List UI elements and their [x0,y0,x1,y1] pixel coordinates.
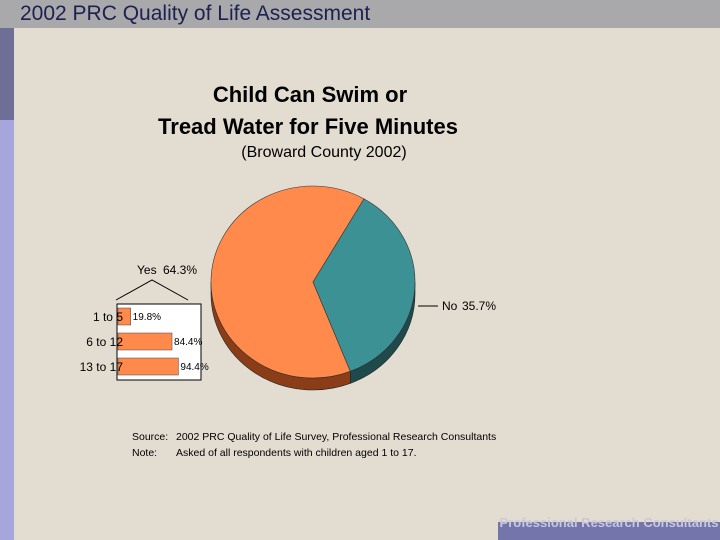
note-label: Note: [132,447,157,459]
bar-category-label: 13 to 17 [80,360,124,374]
yes-slice-label: Yes [137,263,157,277]
yes-bracket [115,279,189,301]
bar-3 [117,357,179,376]
chart-title-line1: Child Can Swim or [213,82,408,107]
bar-value-label: 19.8% [133,312,161,323]
footer-branding: Professional Research Consultants [499,515,719,530]
yes-slice-value: 64.3% [163,263,197,277]
page-title: 2002 PRC Quality of Life Assessment [20,2,371,25]
chart-title-line2: Tread Water for Five Minutes [158,114,458,139]
footer-bar [498,522,720,540]
age-bar-chart: 1 to 5 19.8% 6 to 12 84.4% 13 to 17 94.4% [80,303,209,381]
source-label: Source: [132,431,168,443]
bar-2 [117,332,173,351]
no-slice-value: 35.7% [462,299,496,313]
bar-category-label: 1 to 5 [93,310,123,324]
bar-1 [117,307,131,326]
left-accent-bar-dark [0,28,14,120]
pie-chart [210,185,416,391]
no-slice [312,198,416,372]
no-slice-label: No [442,299,458,313]
source-text: 2002 PRC Quality of Life Survey, Profess… [176,431,496,443]
bar-value-label: 94.4% [180,362,208,373]
chart-subtitle: (Broward County 2002) [241,144,406,161]
yes-slice [210,185,365,379]
bar-value-label: 84.4% [174,337,202,348]
note-text: Asked of all respondents with children a… [176,447,417,459]
bar-category-label: 6 to 12 [86,335,123,349]
left-accent-bar-light [0,120,14,540]
header-bar: 2002 PRC Quality of Life Assessment [0,0,720,28]
